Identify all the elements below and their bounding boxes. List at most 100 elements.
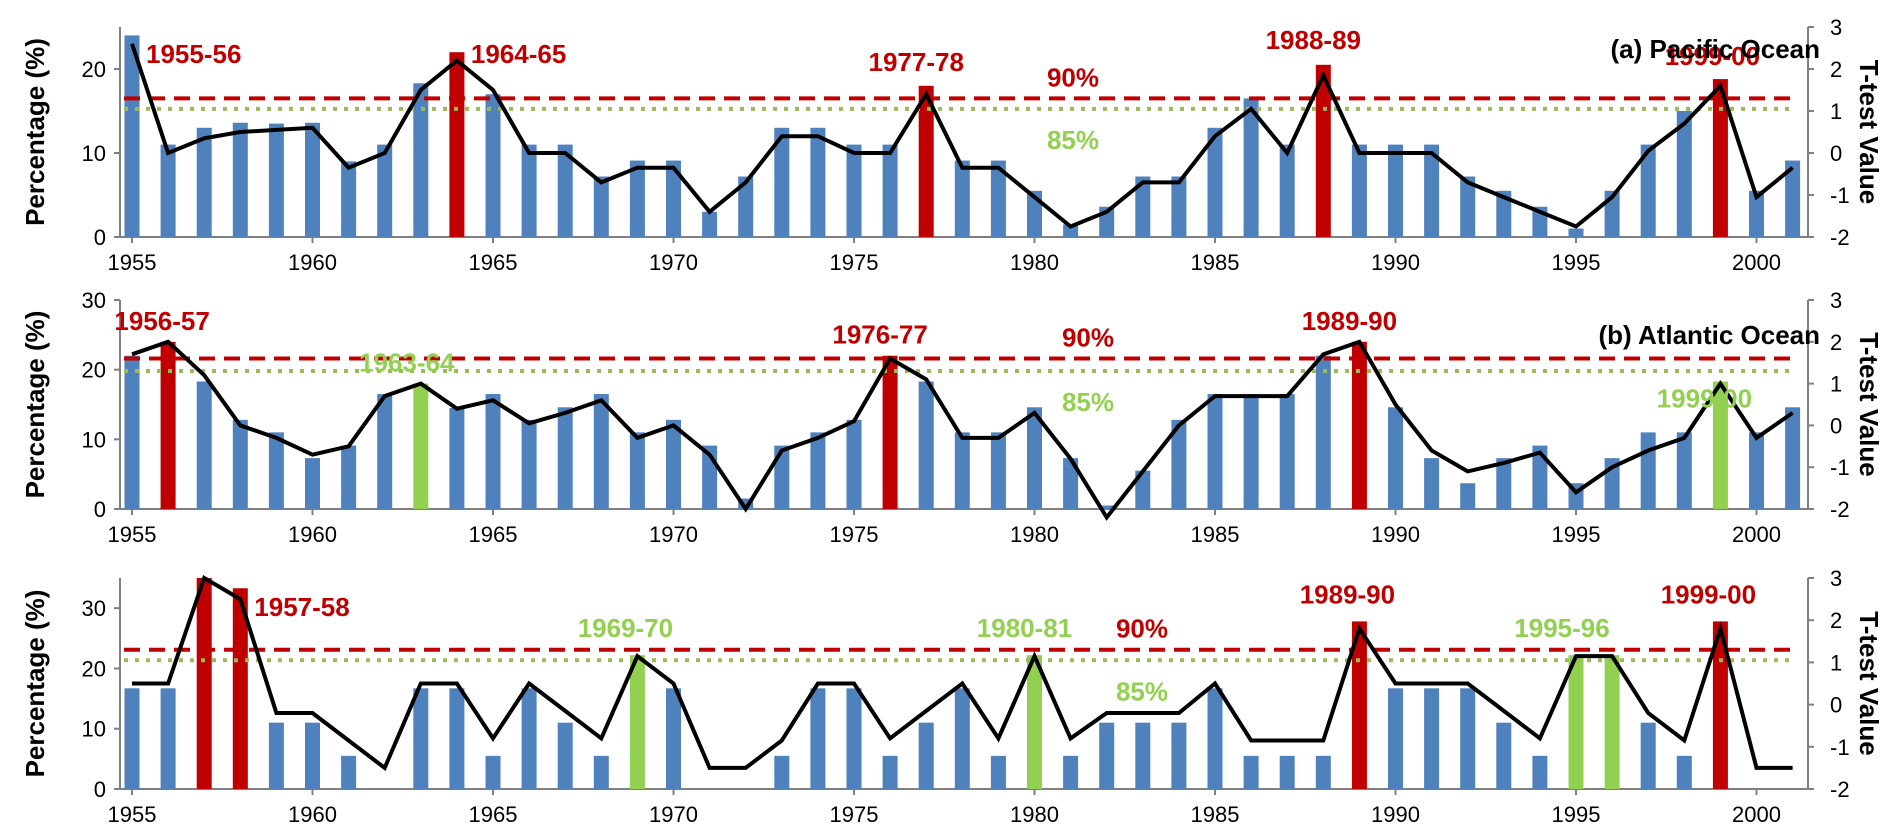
- bar: [341, 755, 357, 789]
- bar: [196, 381, 212, 509]
- x-tick-label: 1970: [649, 250, 698, 275]
- bar: [1496, 190, 1512, 237]
- bar: [954, 432, 970, 509]
- bar: [1676, 755, 1692, 789]
- y-axis-label: Percentage (%): [20, 38, 50, 226]
- event-label: 1999-00: [1665, 41, 1760, 71]
- bar: [990, 160, 1006, 237]
- x-tick-label: 1970: [649, 802, 698, 827]
- bar: [1640, 144, 1656, 237]
- bar: [846, 144, 862, 237]
- bar: [1496, 458, 1512, 509]
- x-tick-label: 1975: [830, 802, 879, 827]
- bar: [810, 432, 826, 509]
- bar: [268, 123, 284, 237]
- bar: [1315, 755, 1331, 789]
- y-tick-label: 0: [94, 777, 106, 802]
- threshold-85-label: 85%: [1062, 387, 1114, 417]
- x-tick-label: 1970: [649, 522, 698, 547]
- bar: [918, 381, 934, 509]
- bar: [1207, 394, 1223, 509]
- bar: [990, 755, 1006, 789]
- panel-title: (a) Pacific Ocean: [1610, 34, 1820, 64]
- y2-axis-label: T-test Value: [1854, 60, 1884, 205]
- t-test-line: [130, 43, 1794, 229]
- event-label: 1977-78: [868, 47, 963, 77]
- event-label: 1999-00: [1657, 384, 1752, 414]
- bar: [305, 458, 320, 509]
- bar: [1712, 621, 1728, 789]
- x-tick-label: 1995: [1552, 522, 1601, 547]
- bar: [1424, 144, 1440, 237]
- bar: [1640, 432, 1656, 509]
- bar: [124, 35, 140, 238]
- y-tick-label: 20: [82, 358, 106, 383]
- bar: [629, 160, 645, 237]
- bar: [557, 722, 573, 789]
- y-tick-label: 0: [94, 225, 106, 250]
- bar: [1388, 144, 1403, 237]
- y2-tick-label: 0: [1830, 413, 1842, 438]
- y2-tick-label: 3: [1830, 566, 1842, 591]
- bar: [196, 127, 212, 237]
- bar: [666, 160, 681, 237]
- bar: [1207, 688, 1223, 789]
- y2-tick-label: 2: [1830, 57, 1842, 82]
- y-tick-label: 30: [82, 596, 106, 621]
- bar: [1171, 176, 1187, 237]
- bar: [232, 588, 248, 789]
- bar: [593, 394, 609, 509]
- bar: [1171, 419, 1187, 509]
- bar: [1279, 144, 1295, 237]
- bar: [413, 83, 429, 237]
- y2-tick-label: 3: [1830, 288, 1842, 313]
- bar: [1243, 394, 1259, 509]
- bar: [413, 383, 429, 509]
- bar: [1027, 655, 1042, 789]
- bar: [449, 688, 465, 789]
- event-label: 1964-65: [471, 39, 566, 69]
- x-tick-label: 2000: [1732, 250, 1781, 275]
- event-label: 1976-77: [832, 320, 927, 350]
- bar: [1604, 655, 1620, 789]
- y2-tick-label: 0: [1830, 141, 1842, 166]
- bar: [810, 127, 826, 237]
- y2-tick-label: 0: [1830, 693, 1842, 718]
- bar: [160, 144, 176, 237]
- x-tick-label: 1985: [1191, 802, 1240, 827]
- bar: [1135, 722, 1151, 789]
- bar: [1315, 355, 1331, 509]
- bar: [738, 176, 754, 237]
- bar: [810, 688, 826, 789]
- bar: [1388, 407, 1403, 509]
- bar: [1279, 755, 1295, 789]
- bar: [1496, 722, 1512, 789]
- bar: [1388, 688, 1403, 789]
- bar: [341, 445, 357, 509]
- bar: [1749, 432, 1764, 509]
- bar: [1135, 470, 1151, 509]
- threshold-90-label: 90%: [1116, 614, 1168, 644]
- bar: [1460, 176, 1476, 237]
- y-tick-label: 30: [82, 288, 106, 313]
- event-label: 1963-64: [359, 348, 455, 378]
- y2-axis-label: T-test Value: [1854, 611, 1884, 756]
- bar: [846, 419, 862, 509]
- bar: [341, 161, 357, 237]
- bar: [124, 355, 140, 509]
- bar: [196, 578, 212, 789]
- bar: [990, 432, 1006, 509]
- bar: [305, 722, 320, 789]
- y2-tick-label: 2: [1830, 330, 1842, 355]
- y-tick-label: 10: [82, 427, 106, 452]
- x-tick-label: 1995: [1552, 250, 1601, 275]
- threshold-90-label: 90%: [1062, 323, 1114, 353]
- y2-tick-label: 3: [1830, 15, 1842, 40]
- y2-tick-label: -2: [1830, 225, 1850, 250]
- event-label: 1957-58: [254, 592, 349, 622]
- bar: [1243, 98, 1259, 238]
- x-tick-label: 1965: [469, 802, 518, 827]
- y2-tick-label: -2: [1830, 777, 1850, 802]
- bar: [1099, 505, 1115, 509]
